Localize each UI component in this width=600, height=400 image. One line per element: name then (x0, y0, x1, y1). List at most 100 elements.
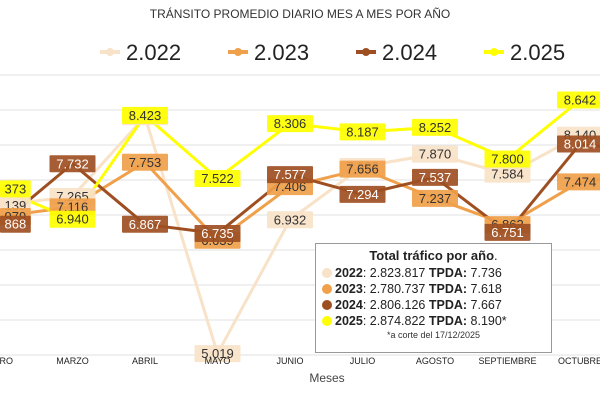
summary-row-dot (322, 284, 332, 294)
data-label-text: 6.932 (274, 212, 307, 227)
data-label: 7.294 (339, 185, 386, 203)
data-label: 373 (0, 180, 31, 198)
data-label: 7.537 (412, 168, 458, 186)
data-label: 8.306 (267, 115, 313, 133)
data-label: 6.735 (194, 225, 241, 243)
data-label-text: 7.753 (129, 155, 162, 170)
data-label-text: 8.423 (129, 108, 162, 123)
summary-title-text: Total tráfico por año (369, 248, 495, 263)
data-label-text: 7.237 (419, 191, 452, 206)
data-label: 5.019 (194, 345, 241, 363)
summary-tpda-value: 8.190* (467, 314, 507, 328)
data-label: 6.867 (122, 215, 168, 233)
legend-label: 2.024 (382, 40, 437, 65)
data-label-text: 6.867 (129, 217, 162, 232)
data-label-bg (484, 150, 531, 168)
summary-row: 2022: 2.823.817 TPDA: 7.736 (322, 265, 545, 281)
data-label-bg (49, 210, 96, 228)
series-lines (0, 98, 600, 356)
x-tick-label: MARZO (56, 356, 89, 366)
data-label: 868 (0, 215, 31, 233)
summary-total: : 2.806.126 (362, 298, 429, 312)
summary-total: : 2.874.822 (362, 314, 429, 328)
x-axis-ticks: RERO MARZO ABRIL MAYO JUNIO JULIO AGOSTO SEPTIE… (0, 356, 600, 366)
data-label-text: 7.800 (491, 152, 524, 167)
data-label-bg (412, 145, 458, 163)
summary-row: 2025: 2.874.822 TPDA: 8.190* (322, 313, 545, 329)
data-label-bg (484, 165, 531, 183)
summary-row-dot (322, 316, 332, 326)
data-label-text: 6.735 (201, 226, 234, 241)
data-label-text: 7.732 (56, 156, 89, 171)
data-label: 6.940 (49, 210, 96, 228)
data-label: 6.751 (484, 223, 531, 241)
summary-total: : 2.823.817 (362, 266, 429, 280)
data-label-bg (339, 123, 386, 141)
legend-swatch-marker (106, 48, 114, 56)
data-label: 7.584 (484, 165, 531, 183)
data-label-bg (484, 223, 531, 241)
summary-row-dot (322, 268, 332, 278)
data-label-text: 6.751 (491, 225, 524, 240)
data-label-bg (412, 118, 458, 136)
summary-tpda-value: 7.667 (467, 298, 502, 312)
data-label: 8.642 (557, 91, 600, 109)
summary-tpda-label: TPDA: (428, 282, 468, 296)
data-label: 7.753 (122, 153, 168, 171)
summary-row: 2023: 2.780.737 TPDA: 7.618 (322, 281, 545, 297)
data-label-bg (267, 166, 313, 184)
data-label-text: 7.537 (419, 170, 452, 185)
legend-label: 2.022 (126, 40, 181, 65)
data-label-bg (49, 155, 96, 173)
x-tick-label: AGOSTO (416, 356, 454, 366)
data-label-text: 7.522 (201, 171, 234, 186)
data-label-bg (339, 160, 386, 178)
summary-box: Total tráfico por año. 2022: 2.823.817 T… (315, 243, 552, 353)
x-tick-label: OCTUBRE (558, 356, 600, 366)
data-label-bg (557, 135, 600, 153)
data-label-text: 868 (5, 217, 27, 232)
summary-tpda-value: 7.736 (467, 266, 502, 280)
legend-item: 2.023 (228, 40, 309, 65)
data-label-text: 7.870 (419, 147, 452, 162)
data-label-bg (194, 169, 241, 187)
data-labels: 1397.2658.4055.0196.9327.6937.8707.5848.… (0, 91, 600, 363)
data-label-text: 7.584 (491, 167, 524, 182)
legend-swatch-marker (234, 48, 242, 56)
data-label-bg (194, 225, 241, 243)
data-label-text: 7.577 (274, 167, 307, 182)
summary-year: 2022 (335, 266, 363, 280)
summary-tpda-label: TPDA: (428, 266, 468, 280)
data-label: 7.237 (412, 189, 458, 207)
summary-row: 2024: 2.806.126 TPDA: 7.667 (322, 297, 545, 313)
chart-title: TRÁNSITO PROMEDIO DIARIO MES A MES POR A… (150, 6, 451, 21)
data-label-bg (267, 211, 313, 229)
summary-row-dot (322, 300, 332, 310)
data-label: 7.732 (49, 155, 96, 173)
data-label-bg (0, 215, 31, 233)
summary-tpda-value: 7.618 (467, 282, 502, 296)
data-label-bg (412, 189, 458, 207)
data-label: 7.800 (484, 150, 531, 168)
data-label-text: 5.019 (201, 346, 234, 361)
data-label-text: 8.187 (346, 124, 379, 139)
legend-label: 2.023 (254, 40, 309, 65)
summary-tpda-label: TPDA: (428, 298, 468, 312)
data-label: 8.014 (557, 135, 600, 153)
legend-swatch-marker (490, 48, 498, 56)
summary-note: *a corte del 17/12/2025 (386, 330, 481, 340)
summary-rows: 2022: 2.823.817 TPDA: 7.736 2023: 2.780.7… (322, 265, 545, 329)
data-label-bg (194, 345, 241, 363)
summary-year: 2024 (335, 298, 363, 312)
data-label: 6.932 (267, 211, 313, 229)
data-label: 7.656 (339, 160, 386, 178)
data-label-text: 8.306 (274, 116, 307, 131)
legend-swatch-marker (362, 48, 370, 56)
x-axis-title: Meses (309, 371, 344, 385)
legend: 2.022 2.023 2.024 2.025 (100, 40, 565, 65)
data-label-text: 8.642 (564, 93, 597, 108)
data-label: 8.423 (122, 106, 168, 124)
data-label-text: 7.474 (564, 174, 597, 189)
data-label-bg (339, 185, 386, 203)
